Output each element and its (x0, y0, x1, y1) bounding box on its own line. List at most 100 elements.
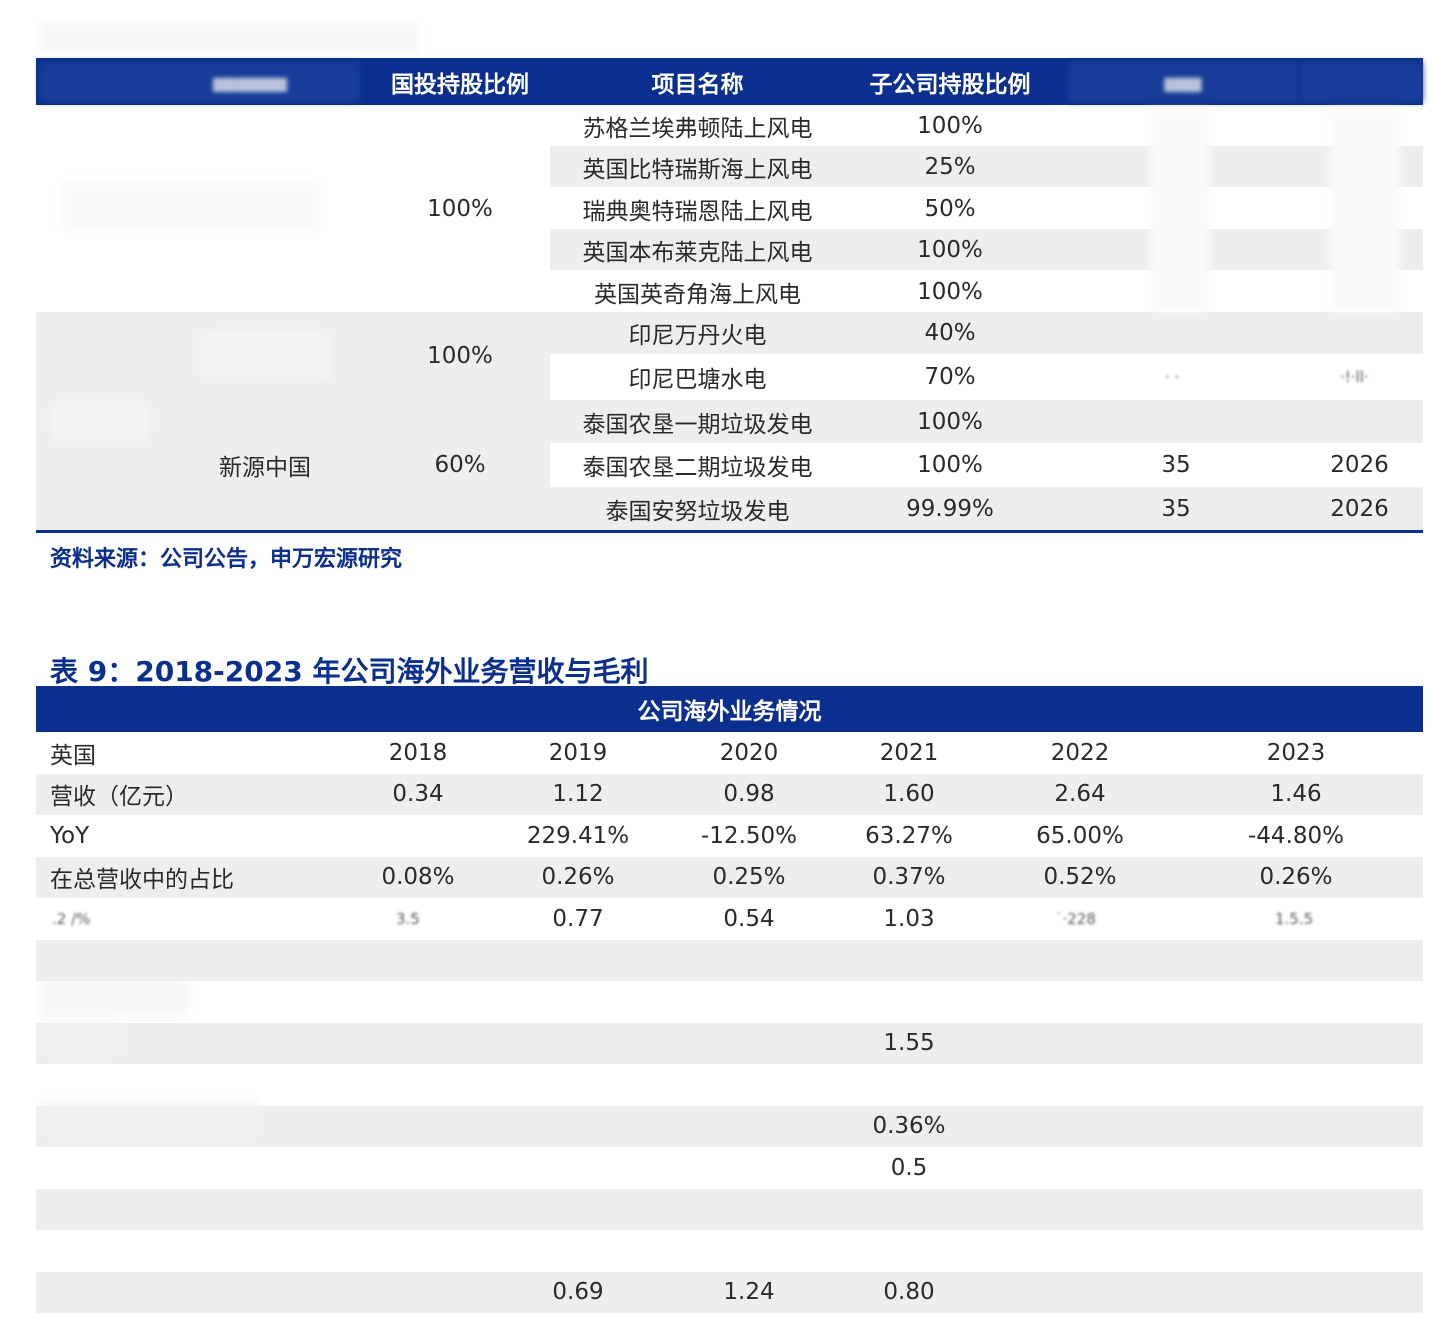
row-value: 0.34 (392, 781, 444, 808)
row-value (493, 940, 663, 982)
row-label: 营收（亿元） (50, 784, 188, 811)
project-name: 印尼巴塘水电 (628, 367, 767, 393)
table2-stripe (36, 939, 1423, 981)
row-value (664, 1106, 834, 1148)
row-value (1211, 1064, 1381, 1106)
row-value (493, 981, 663, 1023)
row-value (824, 1230, 994, 1272)
table1-stripe (550, 229, 1423, 270)
table1-blurred-capacity (1150, 110, 1210, 310)
row-value (493, 1106, 663, 1148)
row-value: 2023 (1266, 739, 1326, 766)
project-name: 印尼万丹火电 (628, 323, 767, 349)
blurred-label (40, 980, 190, 1016)
row-value (664, 1230, 834, 1272)
row-value: 65.00% (1036, 822, 1124, 849)
row-value (824, 1189, 994, 1231)
capacity: 35 (1161, 452, 1191, 478)
row-label: YoY (50, 822, 90, 849)
row-value (493, 1023, 663, 1065)
table1-blurred-company (60, 180, 320, 230)
row-value (664, 1064, 834, 1106)
row-value (333, 1064, 503, 1106)
row-value (333, 1023, 503, 1065)
row-value (1211, 1230, 1381, 1272)
row-value: 0.69 (552, 1279, 604, 1306)
table1-stripe (36, 487, 1423, 531)
sub-stake: 100% (917, 278, 983, 305)
sub-stake: 25% (924, 153, 976, 180)
row-value (1211, 1106, 1381, 1148)
row-value: 0.25% (712, 864, 786, 891)
row-value (1211, 940, 1381, 982)
table1-bottom-rule (36, 530, 1423, 533)
row-value (824, 1064, 994, 1106)
table1-blurred-capacity-mark: · · (1165, 368, 1180, 386)
row-value (995, 1147, 1165, 1189)
row-value: -12.50% (701, 822, 797, 849)
row-value: 1.60 (883, 781, 935, 808)
group-stake: 100% (427, 195, 493, 222)
row-value (493, 1064, 663, 1106)
expiry: 2026 (1330, 452, 1389, 478)
row-value (995, 1230, 1165, 1272)
header-project: 项目名称 (651, 71, 744, 98)
sub-stake: 50% (924, 195, 976, 222)
blurred-label (40, 1100, 260, 1136)
project-name: 苏格兰埃弗顿陆上风电 (582, 115, 813, 142)
row-label: 在总营收中的占比 (50, 867, 234, 894)
row-value (995, 981, 1165, 1023)
row-value (333, 815, 503, 857)
project-name: 英国英奇角海上风电 (594, 281, 801, 308)
row-value (493, 1189, 663, 1231)
header-sub-stake: 子公司持股比例 (869, 71, 1031, 98)
blurred-value: .2 /% (52, 910, 91, 928)
table1-header-blurred-company: ▆▆▆▆▆▆ (213, 72, 287, 92)
sub-stake: 40% (924, 320, 976, 346)
row-value: 1.12 (552, 781, 604, 808)
row-value (1211, 1147, 1381, 1189)
table2-stripe (36, 1271, 1423, 1313)
project-name: 英国比特瑞斯海上风电 (582, 156, 813, 183)
row-value (1211, 1023, 1381, 1065)
table1-stripe (550, 400, 1423, 443)
table1-header-blurred-expiry (1300, 62, 1423, 102)
row-value (333, 940, 503, 982)
row-label: 英国 (50, 742, 96, 769)
table1-header-blurred-capacity (1068, 62, 1298, 102)
project-name: 瑞典奥特瑞恩陆上风电 (582, 198, 813, 225)
table1-blurred-expiry (1330, 110, 1400, 310)
project-name: 泰国农垦二期垃圾发电 (582, 455, 813, 481)
row-value: 0.54 (723, 905, 775, 932)
row-value (824, 940, 994, 982)
row-value (995, 940, 1165, 982)
row-value: 1.55 (883, 1030, 935, 1057)
row-value: 1.03 (883, 905, 935, 932)
row-value (333, 1272, 503, 1314)
row-label (36, 1230, 336, 1272)
blurred-value: 1.5.5 (1275, 910, 1314, 928)
table2-header: 公司海外业务情况 (637, 699, 822, 725)
row-value (664, 1189, 834, 1231)
row-value: 0.77 (552, 905, 604, 932)
row-value: 0.5 (890, 1154, 928, 1181)
blurred-value: 3.5 (396, 910, 420, 928)
blurred-value: ˙‧228 (1055, 910, 1096, 928)
row-value (664, 940, 834, 982)
row-value: 63.27% (865, 822, 953, 849)
table2-stripe (36, 773, 1423, 815)
row-value: 0.37% (872, 864, 946, 891)
header-stake: 国投持股比例 (391, 71, 529, 98)
row-value (493, 1230, 663, 1272)
row-value: 2022 (1050, 739, 1110, 766)
row-value: 0.36% (872, 1113, 946, 1140)
row-value (333, 981, 503, 1023)
table2-stripe (36, 1105, 1423, 1147)
row-value (995, 1189, 1165, 1231)
source-note: 资料来源：公司公告，申万宏源研究 (50, 547, 403, 572)
project-name: 泰国安努垃圾发电 (605, 499, 790, 525)
row-value: 0.08% (381, 864, 455, 891)
project-name: 英国本布莱克陆上风电 (582, 239, 813, 266)
row-label (36, 940, 336, 982)
row-value (1211, 981, 1381, 1023)
